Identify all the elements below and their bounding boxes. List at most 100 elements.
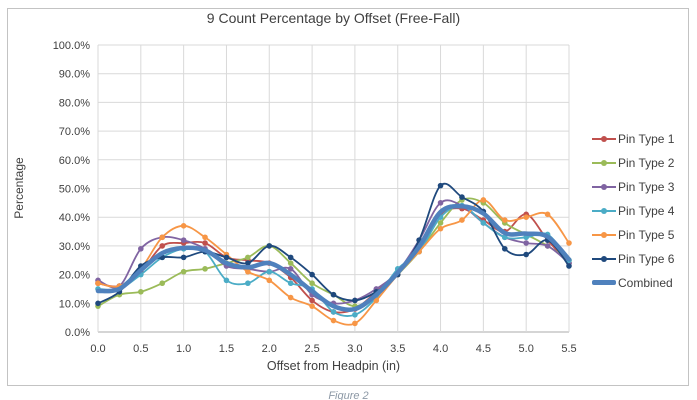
data-point-pin-type-2 [437,220,444,226]
chart-frame [7,8,689,386]
data-point-pin-type-6 [523,251,529,258]
x-tick-label: 1.0 [176,343,191,355]
legend-marker-dot [601,232,607,238]
x-tick-label: 5.0 [519,343,534,355]
data-point-pin-type-4 [287,280,294,287]
data-point-pin-type-4 [223,277,230,284]
legend-swatch [592,159,616,167]
data-point-pin-type-5 [523,214,529,220]
x-tick-label: 4.0 [433,343,448,355]
data-point-pin-type-6 [95,300,101,307]
x-tick-label: 2.5 [304,343,319,355]
y-tick-label: 60.0% [59,155,90,167]
data-point-pin-type-6 [352,297,358,304]
data-point-pin-type-2 [309,280,315,287]
legend-swatch [592,183,616,191]
x-tick-label: 4.5 [476,343,491,355]
legend-swatch [592,135,616,143]
data-point-pin-type-5 [309,303,315,309]
data-point-pin-type-6 [501,245,508,252]
data-point-pin-type-1 [202,240,208,246]
x-tick-label: 5.5 [561,343,576,355]
legend-marker-dot [601,208,607,214]
chart-title: 9 Count Percentage by Offset (Free-Fall) [206,10,461,26]
legend-marker-dot [601,160,607,166]
data-point-pin-type-5 [459,217,465,223]
legend-line [592,280,616,285]
y-tick-label: 20.0% [59,270,90,282]
data-point-pin-type-6 [180,254,187,261]
legend: Pin Type 1 Pin Type 2 Pin Type 3 Pin Type 4… [592,127,674,295]
data-point-pin-type-2 [245,254,251,261]
legend-marker-dot [601,184,607,190]
y-tick-label: 50.0% [59,184,90,196]
x-tick-label: 3.0 [347,343,362,355]
y-tick-label: 10.0% [59,298,90,310]
x-tick-label: 1.5 [219,343,234,355]
legend-label: Pin Type 5 [618,228,675,242]
data-point-pin-type-5 [287,294,294,301]
legend-item-combined: Combined [592,271,674,295]
data-point-pin-type-1 [309,297,315,304]
legend-label: Combined [618,276,673,290]
series-line-pin-type-4 [97,204,570,317]
data-point-pin-type-2 [180,268,187,275]
data-point-pin-type-5 [501,217,508,223]
data-point-pin-type-6 [245,260,251,266]
legend-item-pin-type-5: Pin Type 5 [592,223,674,247]
y-tick-label: 90.0% [59,69,90,81]
data-point-pin-type-6 [309,271,315,278]
legend-swatch [592,207,616,215]
x-tick-label: 2.0 [262,343,277,355]
legend-item-pin-type-4: Pin Type 4 [592,199,674,223]
data-point-pin-type-4 [480,220,487,226]
data-point-pin-type-6 [223,254,230,261]
legend-label: Pin Type 2 [618,156,675,170]
legend-label: Pin Type 4 [618,204,675,218]
data-point-pin-type-6 [566,263,572,269]
legend-item-pin-type-3: Pin Type 3 [592,175,674,199]
data-point-pin-type-3 [544,243,551,249]
data-point-pin-type-2 [159,280,166,287]
data-point-pin-type-4 [266,268,273,275]
data-point-pin-type-5 [437,225,444,232]
data-point-pin-type-4 [330,309,337,315]
x-axis-title: Offset from Headpin (in) [266,359,401,373]
data-point-pin-type-3 [437,200,444,206]
data-point-pin-type-5 [266,277,273,284]
data-point-pin-type-5 [202,234,208,241]
legend-item-pin-type-2: Pin Type 2 [592,151,674,175]
data-point-pin-type-3 [523,240,529,246]
y-tick-label: 40.0% [59,212,90,224]
data-point-pin-type-5 [180,223,187,229]
legend-marker-dot [601,136,607,142]
y-tick-label: 100.0% [53,40,91,52]
legend-swatch [592,255,616,263]
y-tick-label: 30.0% [59,241,90,253]
data-point-pin-type-3 [180,237,187,243]
data-point-pin-type-2 [138,289,144,295]
data-point-pin-type-5 [245,268,251,275]
data-point-pin-type-6 [437,182,444,189]
data-point-pin-type-5 [480,197,487,203]
data-point-pin-type-2 [202,266,208,272]
figure-caption: Figure 2 [328,390,369,400]
data-point-pin-type-6 [287,254,294,261]
legend-label: Pin Type 6 [618,252,675,266]
data-point-pin-type-2 [287,260,294,266]
legend-item-pin-type-6: Pin Type 6 [592,247,674,271]
data-point-pin-type-5 [159,234,166,241]
y-axis-title: Percentage [12,157,26,219]
legend-item-pin-type-1: Pin Type 1 [592,127,674,151]
data-point-pin-type-3 [287,266,294,272]
legend-marker-dot [601,256,607,262]
x-tick-label: 0.0 [90,343,105,355]
y-tick-label: 70.0% [59,126,90,138]
data-point-pin-type-5 [352,320,358,327]
legend-label: Pin Type 3 [618,180,675,194]
legend-swatch [592,279,616,287]
x-tick-label: 0.5 [133,343,148,355]
data-point-pin-type-4 [352,311,358,318]
data-point-pin-type-4 [501,234,508,241]
data-point-pin-type-4 [245,280,251,287]
